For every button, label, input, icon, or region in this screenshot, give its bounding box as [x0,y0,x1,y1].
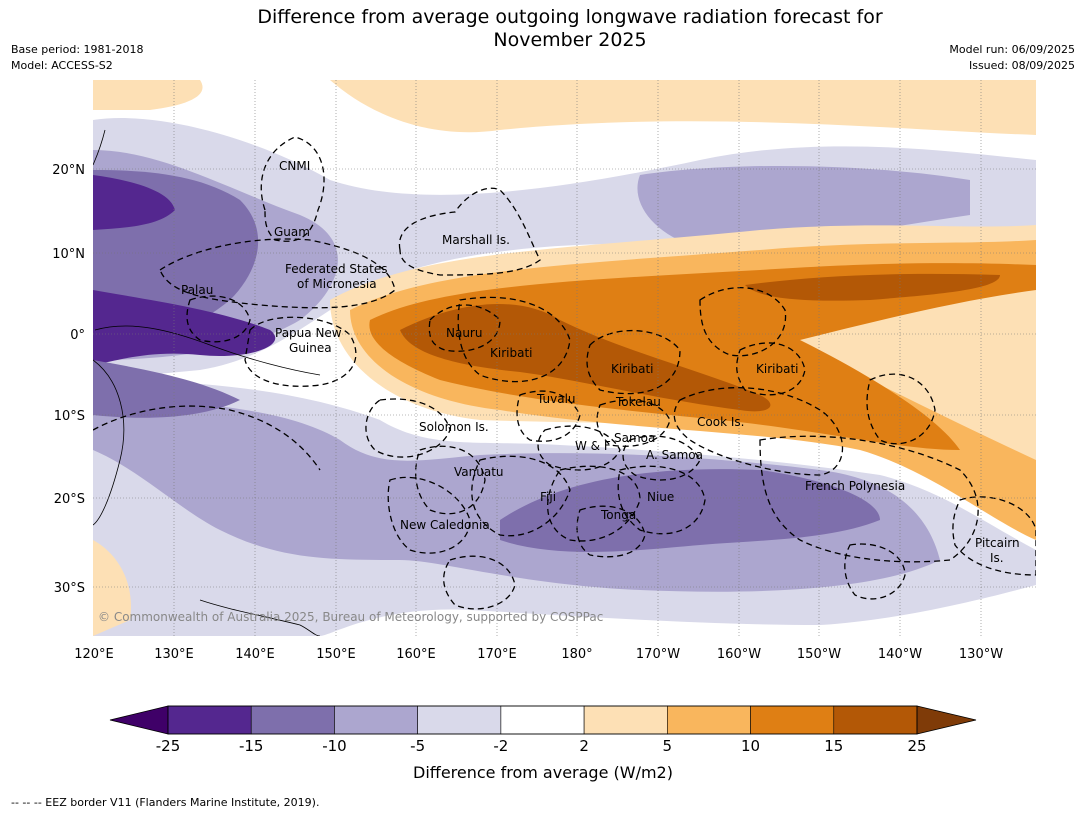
place-label: Cook Is. [697,415,744,429]
colorbar-tick-label: 5 [663,737,673,755]
lat-label: 10°N [52,247,85,262]
place-label: Tonga [600,508,636,522]
place-label: Tuvalu [536,392,576,406]
colorbar-tick-label: 15 [824,737,843,755]
title-line-1: Difference from average outgoing longwav… [257,6,883,28]
lon-label: 130°E [154,647,194,662]
lat-label: 10°S [54,409,85,424]
lat-label: 30°S [54,581,85,596]
model-run: Model run: 06/09/2025 [949,43,1075,56]
place-label: Kiribati [611,362,653,376]
anomaly-region-south-mid [93,400,940,592]
place-label: of Micronesia [297,277,377,291]
colorbar-cell [250,705,335,735]
colorbar-tick-label: 2 [579,737,589,755]
place-label: Is. [990,551,1004,565]
colorbar-frame [167,705,918,735]
colorbar-label: Difference from average (W/m2) [413,763,673,782]
meta-right: Model run: 06/09/2025 Issued: 08/09/2025 [949,42,1075,74]
place-label: Guinea [289,341,332,355]
colorbar-tick-label: 10 [741,737,760,755]
issued-date: Issued: 08/09/2025 [968,59,1075,72]
chart-title: Difference from average outgoing longwav… [0,6,1085,52]
place-label: Samoa [614,431,655,445]
place-label: Federated States [285,262,387,276]
lat-label: 20°S [54,492,85,507]
colorbar-high-extend [916,705,977,735]
map-area: CNMI Guam Marshall Is. Federated States … [93,80,1036,636]
colorbar-cell [417,705,502,735]
lon-label: 160°W [717,647,761,662]
lon-label: 150°W [797,647,841,662]
place-label: Pitcairn [975,536,1020,550]
colorbar-tick-label: -5 [410,737,425,755]
colorbar-low-extend [109,705,169,735]
meta-left: Base period: 1981-2018 Model: ACCESS-S2 [11,42,143,74]
place-label: Vanuatu [454,465,504,479]
footer-note: -- -- -- EEZ border V11 (Flanders Marine… [11,796,320,809]
model-name: Model: ACCESS-S2 [11,59,113,72]
colorbar-cell [334,705,418,735]
place-label: Palau [181,283,213,297]
place-label: A. Samoa [646,448,703,462]
place-label: Marshall Is. [442,233,510,247]
lat-labels: 20°N 10°N 0° 10°S 20°S 30°S [52,163,85,596]
lon-label: 150°E [316,647,356,662]
title-line-2: November 2025 [493,29,647,51]
place-labels: CNMI Guam Marshall Is. Federated States … [181,159,1020,565]
lat-label: 0° [70,328,85,343]
base-period: Base period: 1981-2018 [11,43,144,56]
lon-label: 120°E [74,647,114,662]
colorbar-cell [167,705,252,735]
eez-borders [93,136,1036,610]
place-label: Niue [647,490,674,504]
place-label: New Caledonia [400,518,490,532]
colorbar-tick-label: -15 [239,737,264,755]
place-label: Kiribati [490,346,532,360]
colorbar-cells [167,705,918,735]
map-copyright: © Commonwealth of Australia 2025, Bureau… [98,610,603,624]
lon-label: 140°W [878,647,922,662]
place-label: French Polynesia [805,479,905,493]
lon-label: 180° [561,647,592,662]
place-label: Fiji [540,490,556,504]
colorbar: -25 -15 -10 -5 -2 2 5 10 15 25 Difference from av… [109,705,977,782]
lat-label: 20°N [52,163,85,178]
lon-label: 140°E [235,647,275,662]
lon-label: 170°W [636,647,680,662]
place-label: Kiribati [756,362,798,376]
place-label: CNMI [279,159,310,173]
place-label: W & F [575,439,611,453]
lon-label: 160°E [396,647,436,662]
graticule [93,80,1036,636]
colorbar-tick-label: -25 [156,737,181,755]
colorbar-cell [750,705,835,735]
map-figure: CNMI Guam Marshall Is. Federated States … [52,80,1036,782]
coastline [93,129,321,636]
anomaly-region-west-positive [93,540,131,636]
anomaly-region-south-dark [93,360,880,552]
colorbar-ticks: -25 -15 -10 -5 -2 2 5 10 15 25 [156,737,927,755]
place-label: Solomon Is. [419,420,489,434]
colorbar-cell [833,705,918,735]
anomaly-region-positive-strongest [400,273,1000,412]
colorbar-cell [500,705,585,735]
colorbar-cell [667,705,751,735]
lon-labels: 120°E 130°E 140°E 150°E 160°E 170°E 180°… [74,647,1003,662]
colorbar-tick-label: 25 [907,737,926,755]
anomaly-region-north-darkest [93,175,276,365]
lon-label: 130°W [959,647,1003,662]
place-label: Papua New [275,326,342,340]
place-label: Guam [274,225,310,239]
colorbar-tick-label: -2 [493,737,508,755]
place-label: Nauru [446,326,482,340]
place-label: Tokelau [615,395,661,409]
colorbar-tick-label: -10 [322,737,347,755]
lon-label: 170°E [477,647,517,662]
colorbar-cell [583,705,668,735]
